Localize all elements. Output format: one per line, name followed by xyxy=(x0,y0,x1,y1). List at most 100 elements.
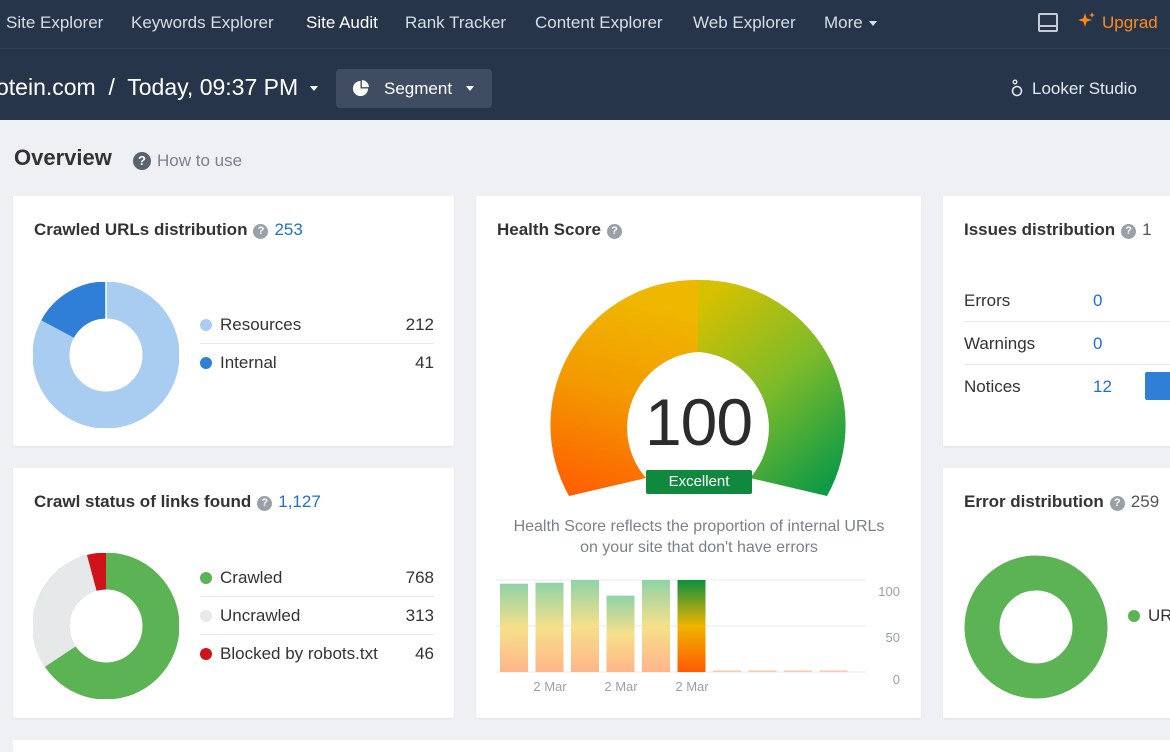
segment-label: Segment xyxy=(384,79,453,98)
legend-label: UR xyxy=(1148,606,1170,625)
nav-rank-tracker[interactable]: Rank Tracker xyxy=(405,13,507,32)
looker-label: Looker Studio xyxy=(1032,79,1137,98)
y-tick-label: 0 xyxy=(893,672,900,687)
project-bar: otein.com / Today, 09:37 PM Segment Look… xyxy=(0,48,1170,120)
how-to-use-link[interactable]: ? How to use xyxy=(133,151,242,171)
help-icon[interactable]: ? xyxy=(257,496,273,511)
nav-web-explorer[interactable]: Web Explorer xyxy=(693,13,796,32)
legend-item[interactable]: Blocked by robots.txt 46 xyxy=(200,635,434,673)
donut-segment-urls[interactable] xyxy=(964,555,1108,699)
health-history-chart: 100 50 0 2 Mar 2 Mar 2 Mar xyxy=(496,579,900,694)
issue-value[interactable]: 0 xyxy=(1093,334,1103,353)
sparkle-icon xyxy=(1078,12,1095,27)
help-icon[interactable]: ? xyxy=(253,224,269,239)
crawl-status-donut xyxy=(33,553,179,699)
card-title: Issues distribution xyxy=(964,220,1116,239)
gauge-arc-right xyxy=(698,279,846,496)
inbox-icon[interactable] xyxy=(1038,13,1058,32)
health-status-badge: Excellent xyxy=(646,470,752,494)
card-title: Crawl status of links found xyxy=(34,492,252,511)
legend-label: Internal xyxy=(220,353,277,372)
nav-site-audit[interactable]: Site Audit xyxy=(306,13,378,32)
card-title: Error distribution xyxy=(964,492,1104,511)
chevron-down-icon xyxy=(310,86,319,92)
error-count[interactable]: 259 xyxy=(1130,492,1160,511)
looker-studio-link[interactable]: Looker Studio xyxy=(1010,79,1137,99)
legend-value: 41 xyxy=(415,353,434,372)
chevron-down-icon xyxy=(466,86,474,91)
legend-dot xyxy=(200,610,212,622)
legend-item[interactable]: UR xyxy=(1128,606,1170,626)
donut-segment-blocked[interactable] xyxy=(86,553,107,591)
legend-dot xyxy=(200,648,212,660)
error-distribution-donut xyxy=(964,555,1108,699)
health-description: Health Score reflects the proportion of … xyxy=(513,518,885,556)
issue-label: Warnings xyxy=(964,334,1036,353)
health-bar[interactable] xyxy=(500,583,528,672)
total-count-link[interactable]: 1,127 xyxy=(278,492,321,511)
legend-dot xyxy=(200,357,212,369)
nav-more[interactable]: More xyxy=(824,13,877,33)
nav-site-explorer[interactable]: Site Explorer xyxy=(6,13,104,32)
crawled-urls-donut xyxy=(33,282,179,428)
health-bar-empty[interactable] xyxy=(713,670,741,673)
nav-content-explorer[interactable]: Content Explorer xyxy=(535,13,663,32)
legend-value: 46 xyxy=(415,644,434,663)
legend-dot xyxy=(200,319,212,331)
help-icon[interactable]: ? xyxy=(606,224,622,239)
health-bar-empty[interactable] xyxy=(748,670,777,673)
issue-row-notices[interactable]: Notices 12 xyxy=(964,365,1170,408)
top-navigation: Site Explorer Keywords Explorer Site Aud… xyxy=(0,0,1170,48)
gauge-arc-left xyxy=(550,279,698,496)
nav-keywords-explorer[interactable]: Keywords Explorer xyxy=(131,13,274,32)
issue-row-warnings[interactable]: Warnings 0 xyxy=(964,322,1170,365)
legend-label: Uncrawled xyxy=(220,606,301,625)
legend-dot xyxy=(1128,610,1140,622)
health-bar[interactable] xyxy=(535,582,564,672)
project-label: otein.com / Today, 09:37 PM xyxy=(0,74,299,100)
issue-value[interactable]: 12 xyxy=(1093,377,1112,396)
legend-item[interactable]: Crawled 768 xyxy=(200,559,434,597)
segment-button[interactable]: Segment xyxy=(336,69,492,108)
next-card-edge xyxy=(13,740,1170,752)
nav-more-label: More xyxy=(824,13,863,32)
crawl-status-card: Crawl status of links found? 1,127 Crawle… xyxy=(13,468,454,718)
health-bar-empty[interactable] xyxy=(819,670,848,673)
health-score-value: 100 xyxy=(644,385,753,459)
upgrade-link[interactable]: Upgrad xyxy=(1078,12,1158,33)
health-bar-empty[interactable] xyxy=(784,670,812,673)
legend-label: Crawled xyxy=(220,568,283,587)
upgrade-label: Upgrad xyxy=(1102,13,1158,32)
notices-bar[interactable] xyxy=(1145,372,1170,400)
legend-item[interactable]: Uncrawled 313 xyxy=(200,597,434,635)
health-gauge xyxy=(550,279,846,496)
issue-row-errors[interactable]: Errors 0 xyxy=(964,279,1170,322)
issue-value[interactable]: 0 xyxy=(1093,291,1103,310)
legend-item[interactable]: Resources 212 xyxy=(200,306,434,344)
health-bar[interactable] xyxy=(642,580,670,672)
health-bar[interactable] xyxy=(606,595,635,672)
y-tick-label: 100 xyxy=(878,584,900,599)
page-title: Overview xyxy=(14,145,112,170)
health-bar[interactable] xyxy=(677,580,706,672)
health-bar[interactable] xyxy=(571,580,599,672)
x-tick-label: 2 Mar xyxy=(533,679,567,694)
legend-value: 313 xyxy=(405,606,434,625)
health-score-card: Health Score? 100 Excellent Health Score… xyxy=(476,196,921,718)
question-icon: ? xyxy=(133,152,151,170)
project-selector[interactable]: otein.com / Today, 09:37 PM xyxy=(0,74,319,101)
legend-item[interactable]: Internal 41 xyxy=(200,344,434,382)
issue-label: Notices xyxy=(964,377,1021,396)
donut-segment-internal[interactable] xyxy=(41,282,107,339)
total-count-link[interactable]: 253 xyxy=(274,220,303,239)
how-to-label: How to use xyxy=(157,151,243,170)
y-tick-label: 50 xyxy=(886,630,900,645)
error-distribution-card: Error distribution? 259 UR xyxy=(943,468,1170,718)
x-tick-label: 2 Mar xyxy=(604,679,638,694)
help-icon[interactable]: ? xyxy=(1109,496,1125,511)
legend-label: Resources xyxy=(220,315,302,334)
issues-count[interactable]: 1 xyxy=(1142,220,1152,239)
legend-value: 768 xyxy=(405,568,434,587)
help-icon[interactable]: ? xyxy=(1121,224,1137,239)
donut-segment-uncrawled[interactable] xyxy=(33,555,98,667)
